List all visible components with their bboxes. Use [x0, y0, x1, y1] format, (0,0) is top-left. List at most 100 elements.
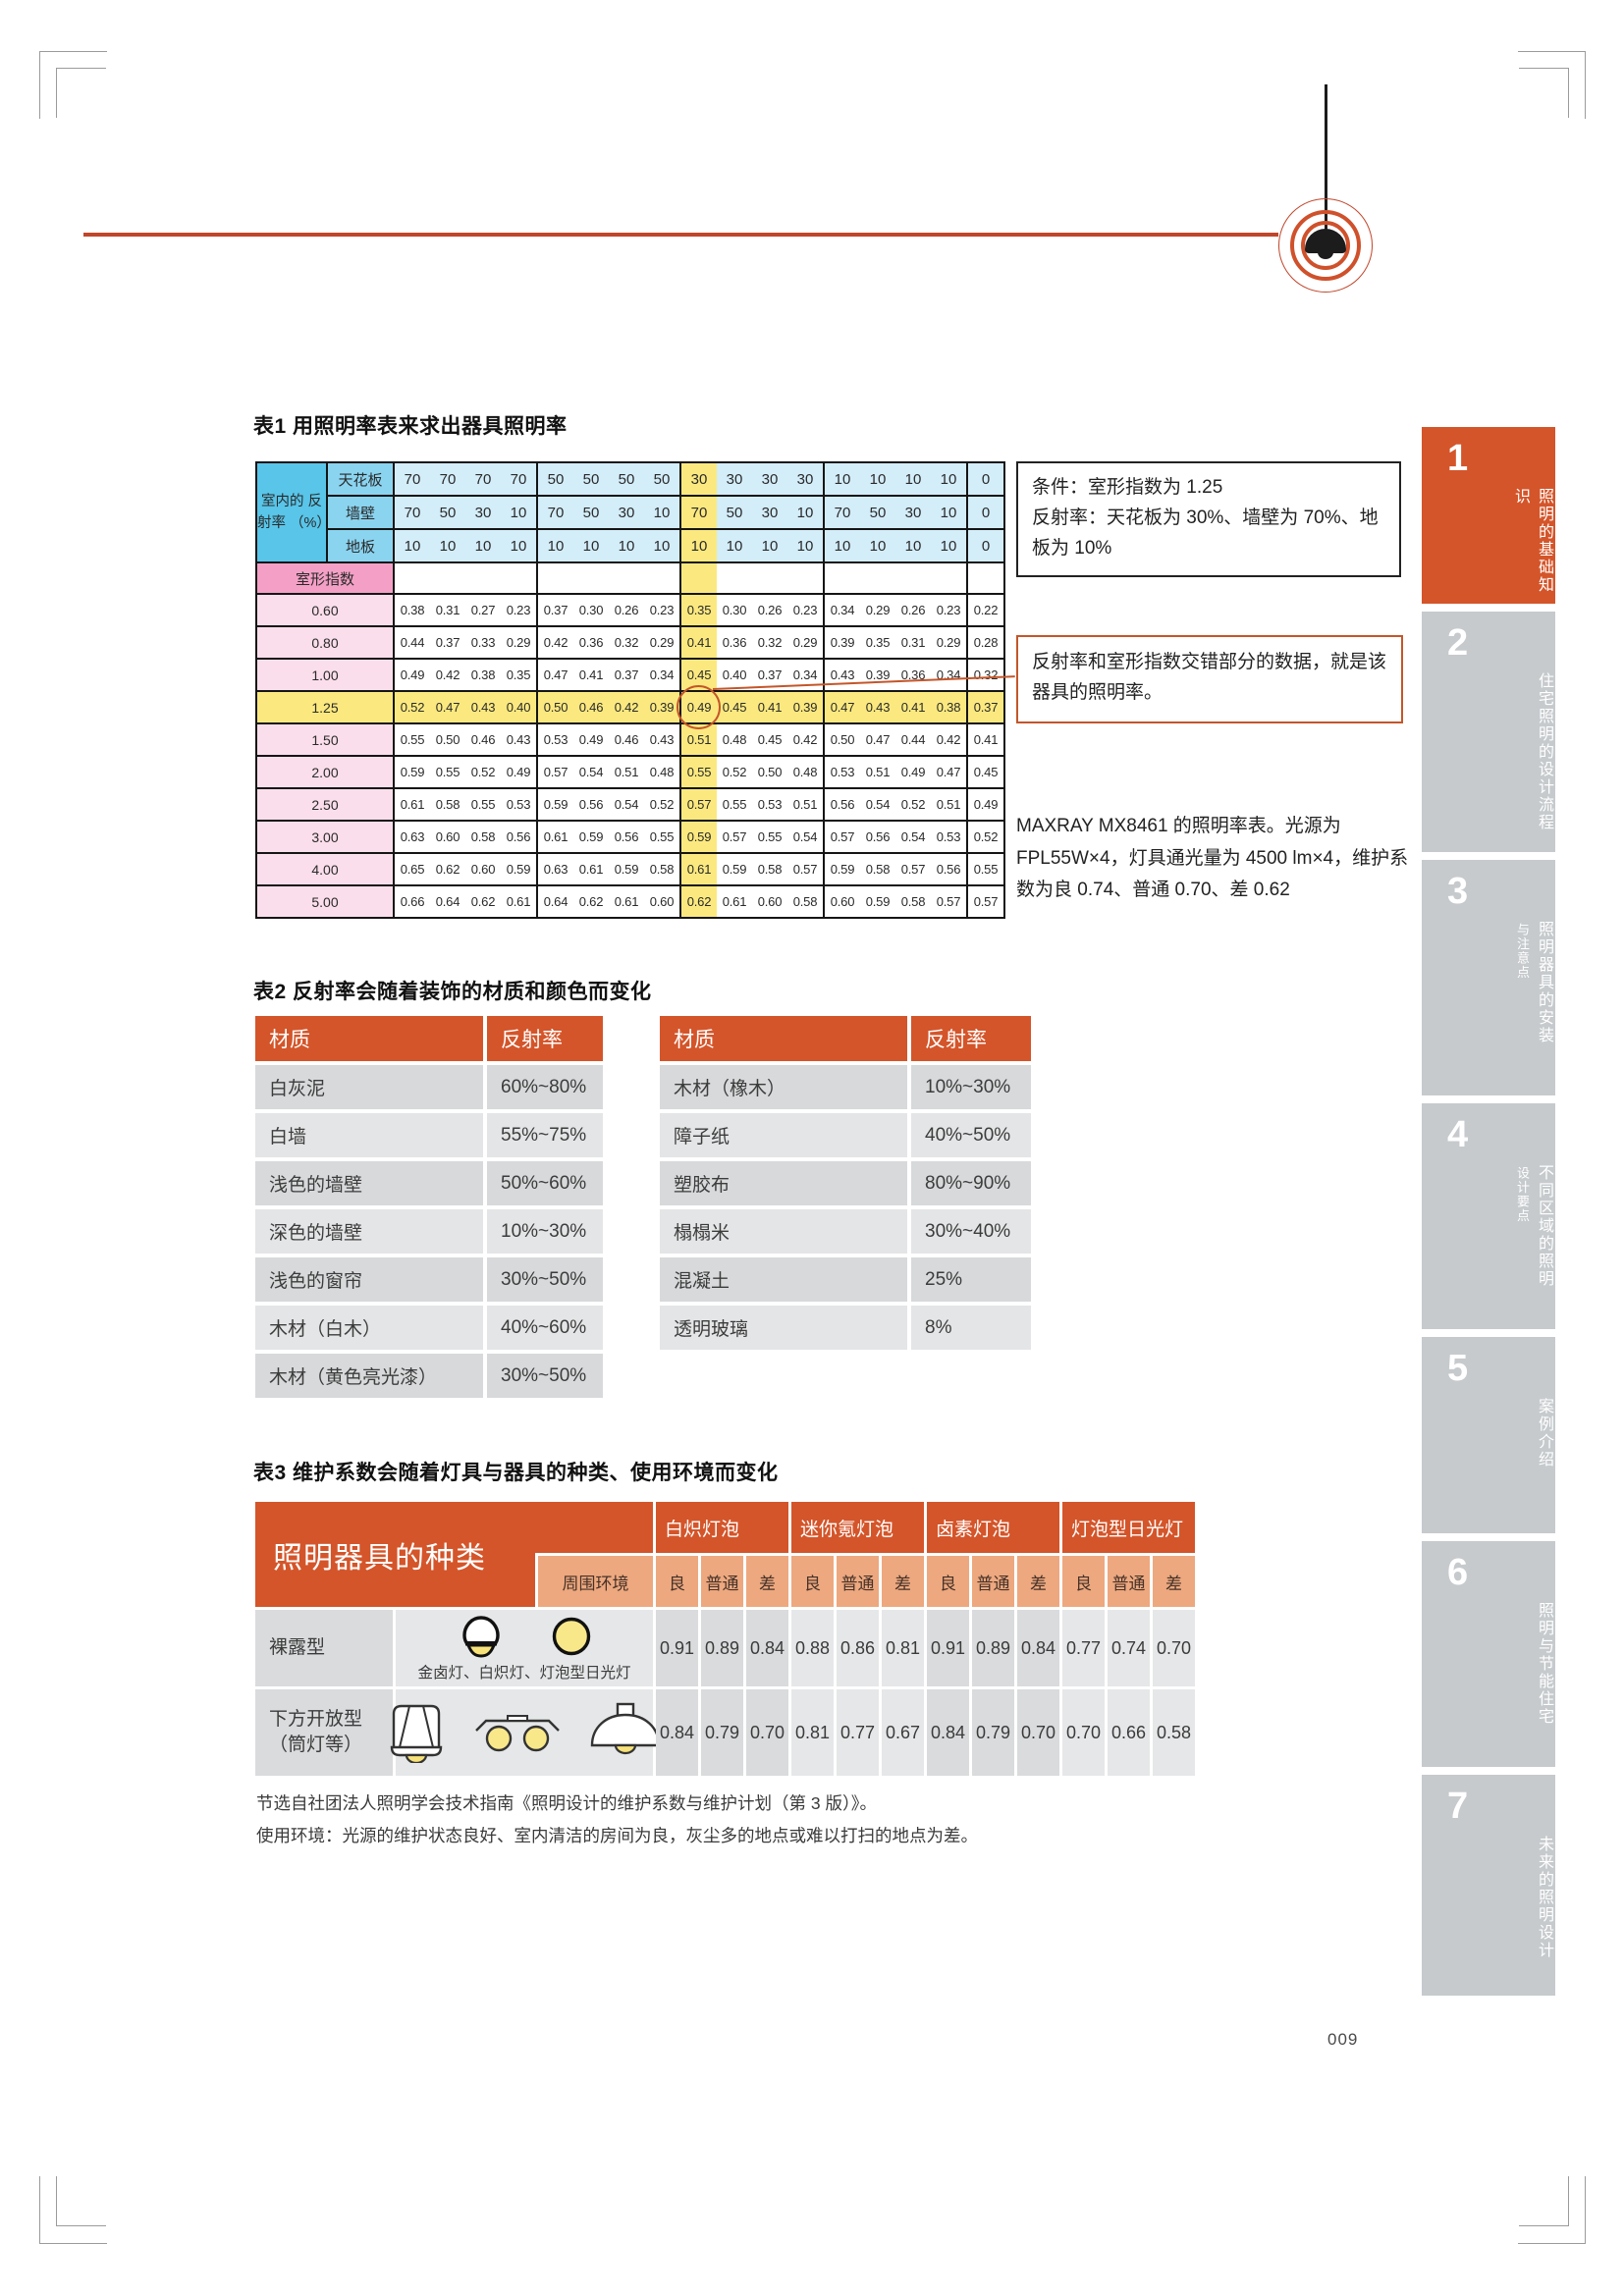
logo-ring-inner — [1301, 221, 1350, 270]
table1-value: 0.46 — [573, 690, 609, 723]
table1-value: 0.53 — [823, 755, 860, 788]
table1-value: 0.37 — [430, 625, 465, 659]
table3-group-header: 卤素灯泡 — [927, 1502, 1059, 1553]
table1-value: 0.49 — [966, 787, 1004, 821]
table2-material: 浅色的墙壁 — [255, 1161, 483, 1205]
table3-value: 0.58 — [1153, 1689, 1195, 1776]
table1-value: 0.26 — [609, 593, 644, 626]
table3-subheader: 良 — [791, 1556, 834, 1607]
table1-value: 0.29 — [644, 625, 680, 659]
table1-value: 0.62 — [430, 852, 465, 885]
table1-header-value: 50 — [644, 461, 680, 496]
table1-index-spacer — [465, 561, 501, 594]
table1-value: 0.66 — [393, 884, 430, 918]
table2-material: 障子纸 — [660, 1113, 907, 1157]
table1-value: 0.36 — [573, 625, 609, 659]
chapter-label: 住宅照明的设计流程 — [1447, 672, 1555, 831]
table3-value: 0.84 — [927, 1689, 969, 1776]
table1-value: 0.55 — [679, 755, 717, 788]
table1-value: 0.58 — [895, 884, 931, 918]
table2-material: 透明玻璃 — [660, 1306, 907, 1350]
sidebar-chapter-6: 6 照明与节能住宅 — [1422, 1541, 1555, 1767]
downlight-icon — [390, 1704, 443, 1763]
crop-mark-bottom-right — [1518, 2176, 1586, 2244]
table1-row-index: 0.60 — [256, 593, 394, 626]
table1-value: 0.39 — [644, 690, 680, 723]
table1-value: 0.49 — [573, 722, 609, 756]
source-note: MAXRAY MX8461 的照明率表。光源为 FPL55W×4，灯具通光量为 … — [1016, 816, 1409, 901]
table1-header-value: 10 — [787, 495, 824, 529]
table1-value: 0.50 — [752, 755, 787, 788]
table3-subheader: 普通 — [1108, 1556, 1150, 1607]
table1-value: 0.48 — [644, 755, 680, 788]
table1-header-value: 70 — [430, 461, 465, 496]
table3-subheader: 普通 — [837, 1556, 879, 1607]
chapter-label: 案例介绍 — [1447, 1398, 1555, 1468]
table1-header-value: 30 — [679, 461, 717, 496]
table1-value: 0.60 — [752, 884, 787, 918]
table2-reflectance: 8% — [911, 1306, 1031, 1350]
table1-value: 0.37 — [609, 658, 644, 691]
table1-value: 0.29 — [501, 625, 537, 659]
table1-value: 0.49 — [677, 686, 722, 730]
table3-value: 0.70 — [1017, 1689, 1059, 1776]
table1-value: 0.27 — [465, 593, 501, 626]
chapter-label: 未来的照明设计 — [1447, 1836, 1555, 1959]
chapter-label: 不同区域的照明 设计要点 — [1447, 1164, 1555, 1288]
table1-header-value: 10 — [501, 495, 537, 529]
table1-value: 0.34 — [823, 593, 860, 626]
lamp-logo — [1278, 198, 1373, 293]
table1-header-value: 10 — [644, 528, 680, 562]
table3-row-label: 裸露型 — [255, 1610, 393, 1686]
table1-value: 0.43 — [501, 722, 537, 756]
table3-value: 0.89 — [972, 1610, 1014, 1686]
table1-value: 0.57 — [823, 820, 860, 853]
table1-value: 0.35 — [501, 658, 537, 691]
table1-value: 0.63 — [393, 820, 430, 853]
table2-header-material: 材质 — [660, 1016, 907, 1061]
table3-grid: 照明器具的种类 白炽灯泡 迷你氪灯泡 卤素灯泡 灯泡型日光灯良普通差良普通差良普通差良普… — [255, 1502, 1624, 1776]
table1-value: 0.51 — [860, 755, 895, 788]
table1-header-value: 50 — [573, 461, 609, 496]
chapter-number: 5 — [1447, 1348, 1469, 1389]
table2-header-material: 材质 — [255, 1016, 483, 1061]
table1-value: 0.46 — [609, 722, 644, 756]
table1-value: 0.42 — [536, 625, 573, 659]
table1-value: 0.23 — [931, 593, 967, 626]
callout-text: 反射率和室形指数交错部分的数据，就是该器具的照明率。 — [1032, 652, 1387, 703]
table2-material: 榻榻米 — [660, 1209, 907, 1254]
table1-value: 0.57 — [536, 755, 573, 788]
table3-value: 0.84 — [746, 1610, 788, 1686]
table2-title: 表2 反射率会随着装饰的材质和颜色而变化 — [253, 981, 652, 1003]
table1-value: 0.55 — [717, 787, 752, 821]
table1-value: 0.57 — [787, 852, 824, 885]
table3-subheader: 差 — [746, 1556, 788, 1607]
table1-header-value: 0 — [966, 528, 1004, 562]
table3-value: 0.81 — [882, 1610, 924, 1686]
table1-value: 0.41 — [573, 658, 609, 691]
table1-value: 0.32 — [966, 658, 1004, 691]
table2-reflectance: 30%~40% — [911, 1209, 1031, 1254]
table1-header-value: 50 — [536, 461, 573, 496]
table1-header-value: 70 — [536, 495, 573, 529]
table1-value: 0.47 — [536, 658, 573, 691]
condition-line2: 反射率：天花板为 30%、墙壁为 70%、地板为 10% — [1032, 507, 1379, 559]
table1-value: 0.59 — [679, 820, 717, 853]
table1-header-value: 10 — [931, 461, 967, 496]
crop-mark-bottom-left-inner — [56, 2176, 106, 2226]
table1-surface-label: 墙壁 — [327, 495, 394, 529]
table1-corner-label: 室内的 反射率 （%） — [256, 461, 331, 562]
table1-value: 0.61 — [536, 820, 573, 853]
crop-mark-top-left — [39, 51, 107, 119]
table1-row-index: 1.50 — [256, 722, 394, 756]
table1-value: 0.39 — [787, 690, 824, 723]
table1-header-value: 30 — [717, 461, 752, 496]
sidebar-chapter-3: 3 照明器具的安装 与注意点 — [1422, 860, 1555, 1095]
table1-header-value: 10 — [787, 528, 824, 562]
table2-material: 木材（黄色亮光漆） — [255, 1354, 483, 1398]
table1-index-spacer — [860, 561, 895, 594]
table1-header-value: 50 — [430, 495, 465, 529]
chapter-label: 照明器具的安装 与注意点 — [1447, 921, 1555, 1044]
table1-index-spacer — [430, 561, 465, 594]
table1-value: 0.43 — [465, 690, 501, 723]
